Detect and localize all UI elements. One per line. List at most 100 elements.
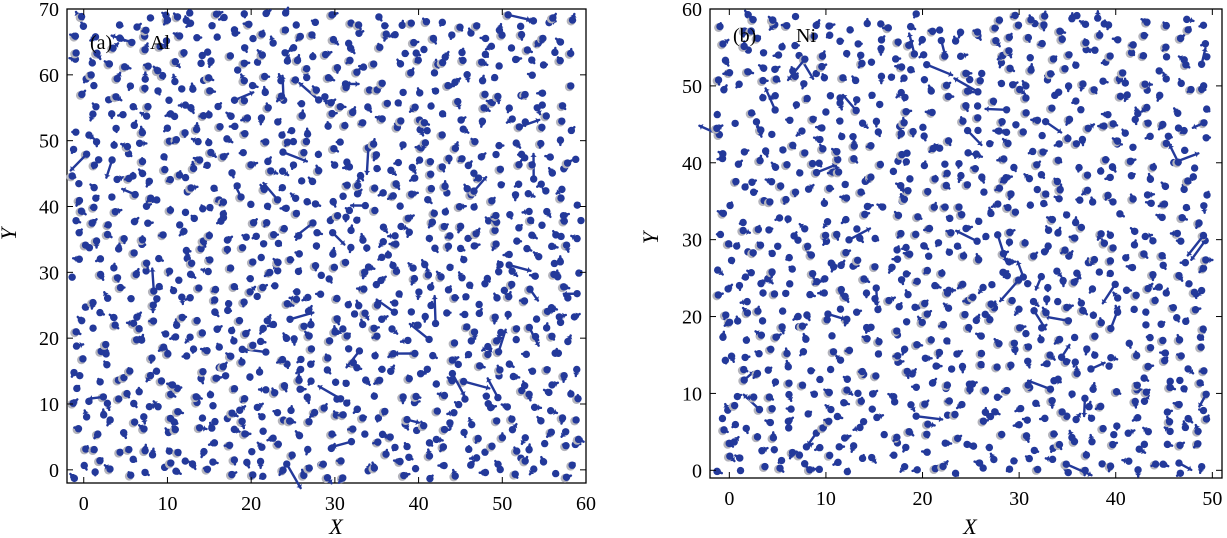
atom-marker [1088,285,1097,294]
atom-marker [257,253,265,262]
atom-marker [358,268,369,280]
atom-marker [426,474,434,483]
atom-marker [572,393,582,405]
atom-marker [207,439,219,447]
atom-marker [468,454,481,462]
atom-marker [103,60,114,70]
atom-marker [266,320,278,329]
x-tick-label-b-3: 30 [1009,488,1029,510]
atom-marker [1012,121,1020,129]
atom-marker [203,87,217,97]
atom-marker [197,59,205,68]
atom-marker [742,336,751,344]
atom-marker [1023,279,1032,288]
atom-marker [460,323,471,333]
atom-marker [331,437,356,450]
atom-marker [500,286,509,296]
atom-marker [236,405,247,414]
atom-marker [559,211,571,220]
atom-marker [165,381,177,391]
atom-marker [223,135,234,144]
atom-marker [283,360,291,370]
atom-marker [843,467,852,476]
atom-marker [88,110,97,122]
atom-marker [528,231,538,240]
atom-marker [736,466,745,475]
atom-marker [431,87,440,95]
atom-marker [982,232,990,241]
atom-marker [264,167,279,177]
atom-marker [94,457,104,467]
atom-marker [532,315,541,323]
atom-marker [136,235,147,246]
atom-marker [248,81,259,90]
atom-marker [272,408,282,417]
atom-marker [91,430,102,440]
atom-marker [477,152,487,161]
atom-marker [796,169,804,177]
atom-marker [867,58,876,66]
atom-marker [436,131,446,141]
atom-marker [141,71,149,83]
atom-marker [334,103,347,113]
atom-marker [749,188,759,196]
atom-marker [880,430,888,439]
atom-marker [94,255,105,263]
atom-marker [359,232,367,244]
atom-marker [305,345,316,355]
atom-marker [504,310,512,320]
atom-marker [402,214,415,224]
atom-marker [382,433,394,443]
atom-marker [275,355,287,365]
atom-marker [371,438,382,448]
atom-marker [236,243,247,254]
atom-marker [247,218,258,229]
atom-marker [570,234,581,243]
element-label-a: Al [150,32,170,54]
atom-marker [765,226,774,234]
atom-marker [203,231,214,241]
atom-marker [99,340,110,350]
atom-marker [307,377,315,386]
atom-marker [536,415,545,425]
atom-marker [303,198,312,206]
atom-marker [764,366,773,374]
atom-marker [453,202,467,213]
atom-marker [187,160,198,174]
atom-marker [902,318,911,326]
atom-marker [505,104,513,114]
atom-marker [460,255,468,264]
atom-marker [459,310,469,319]
atom-marker [309,52,317,61]
atom-marker [171,407,185,418]
atom-marker [792,101,801,110]
atom-marker [541,366,551,376]
atom-marker [300,137,311,147]
atom-marker [731,119,739,128]
atom-marker [286,451,296,461]
atom-marker [284,256,295,266]
atom-marker [210,374,223,384]
atom-marker [768,130,776,139]
atom-marker [482,392,491,400]
atom-marker [510,325,521,335]
atom-marker [327,144,340,155]
atom-marker [122,445,133,455]
atom-marker [310,85,321,96]
atom-marker [399,336,412,345]
atom-marker [380,448,390,460]
atom-marker [573,365,581,378]
atom-marker [467,417,476,429]
atom-marker [130,335,141,346]
atom-marker [1110,430,1118,439]
atom-marker [560,428,570,438]
atom-marker [103,399,112,412]
atom-marker [425,439,434,447]
atom-marker [307,176,317,186]
atom-marker [115,21,124,29]
y-tick-label-a-4: 40 [39,197,59,219]
atom-marker [513,117,541,133]
atom-marker [238,148,247,157]
atom-marker [130,216,140,226]
atom-marker [505,115,516,124]
